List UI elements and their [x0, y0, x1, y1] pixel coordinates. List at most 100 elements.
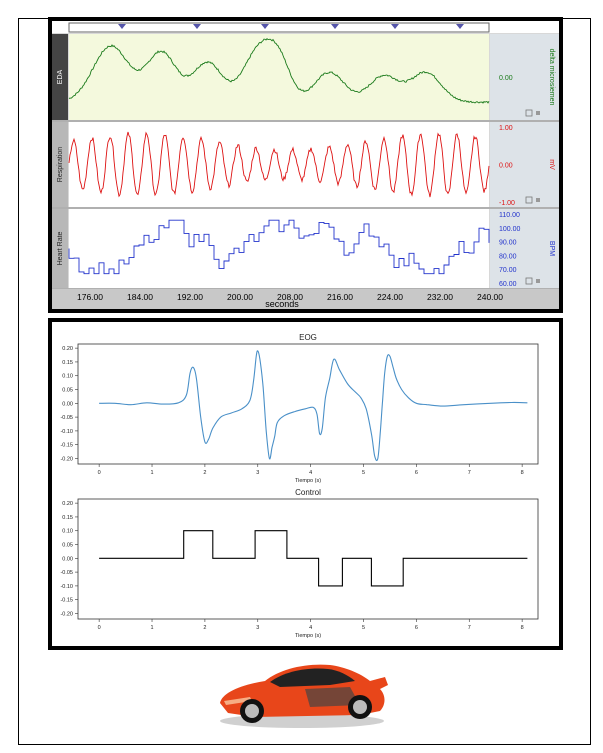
time-tick-label: 208.00: [277, 292, 303, 302]
channel-2: Heart Rate BPM 110.00 100.00 90.00 80.00 70.00…: [52, 209, 559, 290]
x-tick-label: 8: [521, 625, 524, 631]
channel-scale-value: 110.00: [499, 212, 520, 219]
channel-0: EDA delta microsiemen 0.00: [52, 34, 559, 122]
channel-1: Respiration mV 1.00 0.00 -1.00: [52, 122, 559, 209]
car-side-intake: [305, 687, 360, 707]
channel-waveform: [68, 219, 490, 275]
car-windows: [270, 668, 355, 687]
channel-name: EDA: [57, 69, 64, 84]
y-tick-label: 0.20: [62, 346, 73, 352]
y-tick-label: 0.15: [62, 360, 73, 366]
y-tick-label: 0.10: [62, 374, 73, 380]
channel-scale-panel: [490, 209, 559, 288]
channel-scale-panel: [490, 122, 559, 207]
time-axis-bar: [52, 289, 559, 309]
eog-series-line: [99, 350, 528, 462]
x-tick-label: 0: [98, 470, 101, 476]
biopac-svg: EDA delta microsiemen 0.00 Respiration mV 1.0…: [52, 22, 559, 309]
channel-waveform: [68, 131, 490, 198]
lock-icon[interactable]: [536, 111, 540, 115]
x-axis-label: Tiempo (s): [295, 478, 321, 484]
y-tick-label: 0.05: [62, 543, 73, 549]
event-marker-icon[interactable]: [456, 24, 464, 29]
channel-scale-value: 80.00: [499, 253, 517, 260]
y-tick-label: 0.00: [62, 556, 73, 562]
channel-waveform: [68, 38, 490, 104]
event-marker-icon[interactable]: [331, 24, 339, 29]
x-tick-label: 7: [468, 470, 471, 476]
y-tick-label: -0.05: [60, 415, 73, 421]
y-tick-label: -0.10: [60, 429, 73, 435]
y-tick-label: 0.15: [62, 515, 73, 521]
biopac-panel: EDA delta microsiemen 0.00 Respiration mV 1.0…: [48, 17, 563, 313]
control-series-line: [99, 530, 528, 587]
channel-scale-value: 70.00: [499, 267, 517, 274]
autoscale-icon[interactable]: [525, 196, 533, 204]
event-marker-strip: [68, 22, 490, 33]
channel-unit: BPM: [548, 241, 555, 256]
channel-unit: delta microsiemen: [548, 49, 555, 106]
x-tick-label: 1: [150, 470, 153, 476]
y-tick-label: 0.10: [62, 529, 73, 535]
y-tick-label: 0.00: [62, 401, 73, 407]
lock-icon[interactable]: [536, 198, 540, 202]
channel-label-bg: [52, 209, 68, 288]
x-tick-label: 2: [203, 470, 206, 476]
x-tick-label: 4: [309, 470, 312, 476]
y-tick-label: -0.05: [60, 570, 73, 576]
x-tick-label: 2: [203, 625, 206, 631]
channel-scale-value: 60.00: [499, 281, 517, 288]
channel-label-bg: [52, 34, 68, 120]
y-tick-label: -0.20: [60, 611, 73, 617]
channel-scale-value: 0.00: [499, 75, 513, 82]
car-rear-rim: [353, 700, 367, 714]
channel-scale-value: -1.00: [499, 200, 515, 207]
y-tick-label: -0.15: [60, 598, 73, 604]
time-axis-label: seconds: [265, 299, 299, 309]
time-tick-label: 184.00: [127, 292, 153, 302]
event-marker-icon[interactable]: [118, 24, 126, 29]
time-tick-label: 200.00: [227, 292, 253, 302]
plot-axes-frame: [77, 343, 539, 465]
time-tick-label: 224.00: [377, 292, 403, 302]
channel-scale-value: 0.00: [499, 163, 513, 170]
x-tick-label: 0: [98, 625, 101, 631]
y-tick-label: -0.15: [60, 443, 73, 449]
event-marker-icon[interactable]: [193, 24, 201, 29]
event-marker-icon[interactable]: [391, 24, 399, 29]
x-tick-label: 4: [309, 625, 312, 631]
plot-title: Control: [295, 488, 321, 497]
y-tick-label: 0.20: [62, 501, 73, 507]
x-tick-label: 6: [415, 625, 418, 631]
x-tick-label: 3: [256, 470, 259, 476]
x-tick-label: 8: [521, 470, 524, 476]
y-tick-label: 0.05: [62, 388, 73, 394]
channel-name: Respiration: [57, 147, 64, 183]
plot-axes-frame: [77, 498, 539, 620]
time-tick-label: 192.00: [177, 292, 203, 302]
event-marker-icon[interactable]: [261, 24, 269, 29]
channel-scale-value: 1.00: [499, 125, 513, 132]
x-tick-label: 7: [468, 625, 471, 631]
channel-name: Heart Rate: [57, 231, 64, 265]
eog-plots-panel: EOG 0.20 0.15 0.10 0.05 0.00 -0.05 -0.10 -0.15 -0…: [48, 318, 563, 650]
car-image: [220, 664, 388, 728]
y-tick-label: -0.20: [60, 456, 73, 462]
channel-scale-value: 100.00: [499, 226, 521, 233]
y-tick-label: -0.10: [60, 584, 73, 590]
x-tick-label: 5: [362, 625, 365, 631]
lock-icon[interactable]: [536, 279, 540, 283]
time-tick-label: 216.00: [327, 292, 353, 302]
x-axis-label: Tiempo (s): [295, 633, 321, 639]
x-tick-label: 3: [256, 625, 259, 631]
x-tick-label: 1: [150, 625, 153, 631]
x-tick-label: 5: [362, 470, 365, 476]
channel-scale-panel: [490, 34, 559, 120]
car-headlight: [224, 697, 252, 705]
x-tick-label: 6: [415, 470, 418, 476]
channel-unit: mV: [548, 159, 555, 170]
autoscale-icon[interactable]: [525, 109, 533, 117]
time-tick-label: 240.00: [477, 292, 503, 302]
car-front-rim: [245, 704, 259, 718]
autoscale-icon[interactable]: [525, 277, 533, 285]
